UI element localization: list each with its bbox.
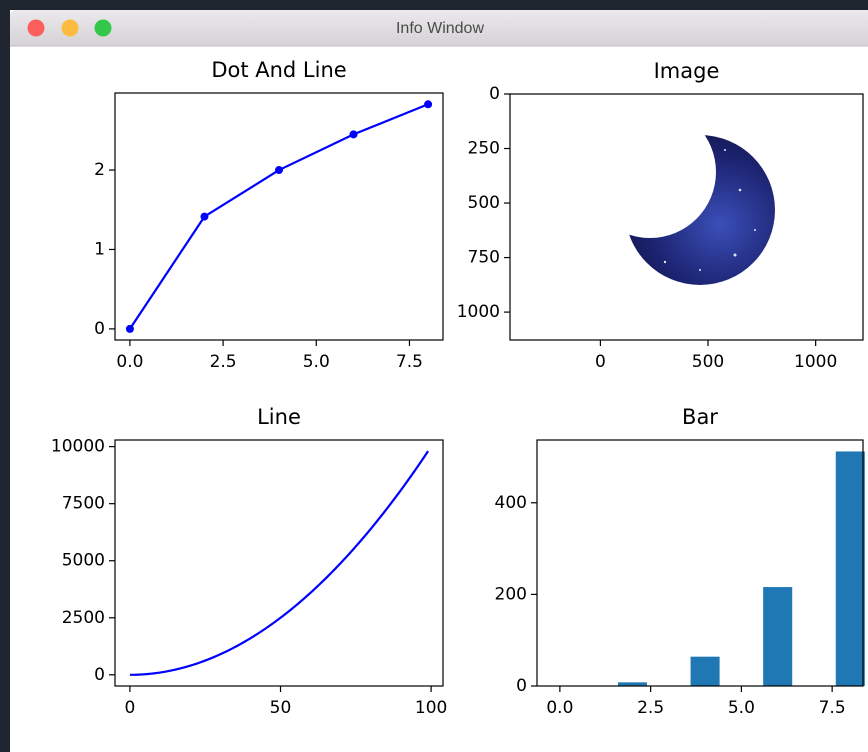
bar <box>763 587 793 686</box>
y-tick-label: 250 <box>468 139 500 159</box>
axes-frame <box>536 439 864 687</box>
x-tick-label: 100 <box>415 698 447 718</box>
y-tick-label: 5000 <box>62 551 105 571</box>
x-tick-label: 1000 <box>794 352 837 372</box>
subplot-title: Line <box>257 405 301 429</box>
x-tick-label: 5.0 <box>303 352 330 372</box>
y-tick-label: 1 <box>94 239 105 259</box>
title-bar <box>10 10 868 46</box>
marker <box>424 100 433 109</box>
star <box>738 188 742 192</box>
y-tick-label: 500 <box>468 193 500 213</box>
marker <box>125 324 134 333</box>
y-tick-label: 200 <box>495 584 527 604</box>
axes-frame <box>509 93 864 341</box>
y-tick-label: 10000 <box>51 437 105 457</box>
y-tick-label: 2 <box>94 160 105 180</box>
y-tick-label: 0 <box>94 319 105 339</box>
moon-image <box>600 120 800 310</box>
star <box>663 260 667 264</box>
marker <box>200 212 209 221</box>
close-button[interactable] <box>27 19 45 37</box>
x-tick-label: 2.5 <box>637 698 664 718</box>
y-tick-label: 0 <box>516 676 527 696</box>
bar <box>690 656 720 686</box>
marker <box>275 166 283 175</box>
marker <box>349 130 358 139</box>
x-tick-label: 50 <box>270 698 292 718</box>
x-tick-label: 0 <box>124 698 135 718</box>
axes-frame <box>114 439 444 687</box>
x-tick-label: 0.0 <box>546 698 573 718</box>
star <box>699 269 701 271</box>
subplot-title: Dot And Line <box>211 58 346 82</box>
bar <box>617 682 647 686</box>
star <box>724 149 726 151</box>
line <box>129 450 430 676</box>
bar <box>835 451 865 686</box>
subplot: Line 0 50 100 0 2500 5000 7500 10000 <box>51 405 447 718</box>
subplot: Dot And Line 0.0 2.5 5.0 7.5 0 1 2 <box>94 58 444 372</box>
y-tick-label: 7500 <box>62 494 105 514</box>
y-tick-label: 2500 <box>62 608 105 628</box>
x-tick-label: 500 <box>692 352 724 372</box>
star <box>733 253 737 257</box>
y-tick-label: 400 <box>495 493 527 513</box>
y-tick-label: 1000 <box>457 302 500 322</box>
star <box>754 229 756 231</box>
x-tick-label: 7.5 <box>819 698 846 718</box>
x-tick-label: 2.5 <box>210 352 237 372</box>
x-tick-label: 7.5 <box>396 352 423 372</box>
window-title: Info Window <box>396 20 484 37</box>
y-tick-label: 0 <box>489 84 500 104</box>
x-tick-label: 0.0 <box>116 352 143 372</box>
subplot-title: Bar <box>682 405 718 429</box>
minimize-button[interactable] <box>61 19 79 37</box>
moon <box>600 120 800 310</box>
subplot-title: Image <box>654 59 720 83</box>
x-tick-label: 0 <box>595 352 606 372</box>
x-tick-label: 5.0 <box>728 698 755 718</box>
y-tick-label: 0 <box>94 665 105 685</box>
subplot: Image 0 500 1000 0 250 500 750 1000 <box>457 59 864 372</box>
y-tick-label: 750 <box>468 248 500 268</box>
zoom-button[interactable] <box>94 19 112 37</box>
subplot: Bar 0.0 2.5 5.0 7.5 0 200 400 <box>495 405 865 718</box>
axes-frame <box>114 92 444 341</box>
